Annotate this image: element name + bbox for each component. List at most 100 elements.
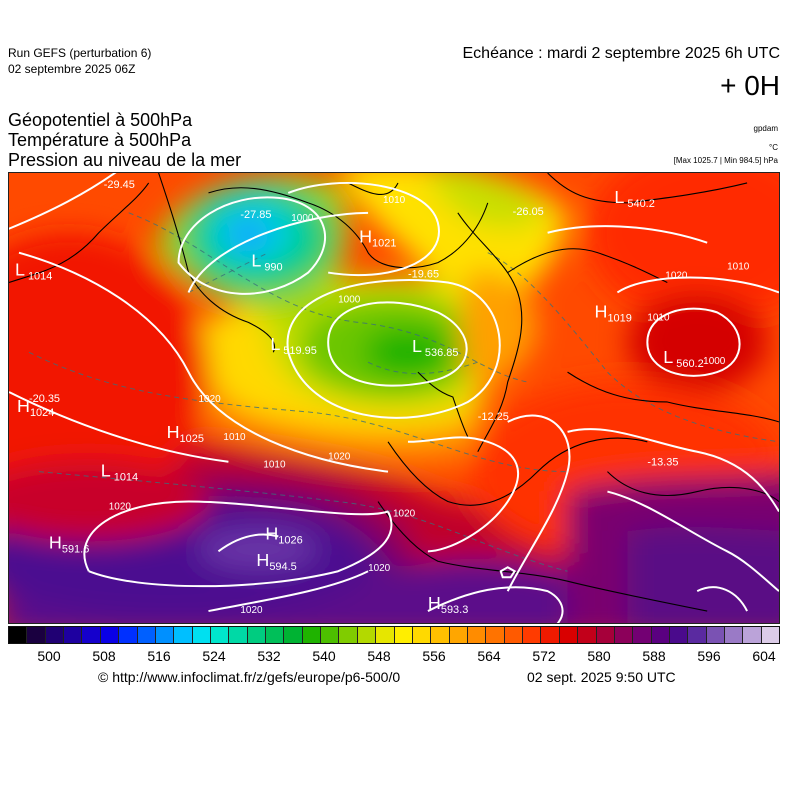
colorbar-ticks: 500 508 516 524 532 540 548 556 564 572 580 588 596 6… <box>8 648 780 668</box>
colorbar-swatch <box>247 627 267 643</box>
pressure-center-value: 519.95 <box>283 345 317 357</box>
colorbar-swatch <box>559 627 579 643</box>
colorbar-swatch <box>486 627 505 643</box>
temperature-label: -29.45 <box>104 179 135 191</box>
isobar-label: 1020 <box>393 508 416 519</box>
colorbar-swatch <box>394 627 413 643</box>
temperature-label: -12.25 <box>478 411 509 423</box>
colorbar-swatch <box>210 627 230 643</box>
colorbar-swatch <box>137 627 156 643</box>
colorbar-tick-label: 564 <box>477 648 501 664</box>
colorbar-tick-label: 540 <box>312 648 336 664</box>
colorbar-swatch <box>449 627 468 643</box>
colorbar-tick-label: 508 <box>92 648 116 664</box>
weather-map: 1000 1010 1000 1010 1020 1020 1010 1020 1020 1020… <box>8 172 780 624</box>
field-title-geopotential: Géopotentiel à 500hPa <box>8 110 193 130</box>
colorbar-tick-label: 548 <box>367 648 391 664</box>
isobar-label: 1020 <box>240 605 263 616</box>
pressure-center-high: H <box>594 301 607 321</box>
field-title-pressure: Pression au niveau de la mer <box>8 150 242 170</box>
colorbar-tick-label: 580 <box>587 648 611 664</box>
colorbar-tick-label: 572 <box>532 648 556 664</box>
pressure-center-value: 540.2 <box>627 198 654 210</box>
colorbar-swatch <box>669 627 689 643</box>
unit-temperature: °C <box>769 143 778 152</box>
isobar-label: 1020 <box>328 452 351 463</box>
pressure-center-value: 1026 <box>278 534 302 546</box>
colorbar-tick-label: 516 <box>147 648 171 664</box>
pressure-center-high: H <box>265 523 278 543</box>
colorbar-swatch <box>302 627 322 643</box>
pressure-center-value: 1021 <box>372 238 396 250</box>
field-title-temperature: Température à 500hPa <box>8 130 192 150</box>
colorbar-swatch <box>725 627 744 643</box>
isobar-label: 1000 <box>291 213 314 224</box>
pressure-center-low: L <box>663 347 673 367</box>
colorbar-swatch <box>412 627 432 643</box>
colorbar <box>8 626 780 644</box>
forecast-offset: + 0H <box>720 70 780 101</box>
colorbar-swatch <box>192 627 211 643</box>
colorbar-swatch <box>504 627 524 643</box>
run-title: Run GEFS (perturbation 6) <box>8 46 152 60</box>
colorbar-swatch <box>9 627 28 643</box>
isobar-label: 1010 <box>647 312 670 323</box>
temperature-label: -19.65 <box>408 269 439 281</box>
isobar-label: 1020 <box>665 271 688 282</box>
colorbar-swatch <box>266 627 285 643</box>
pressure-center-value: 1019 <box>607 312 631 324</box>
pressure-center-value: 1024 <box>30 407 54 419</box>
isobar-label: 1010 <box>383 195 406 206</box>
colorbar-swatch <box>174 627 193 643</box>
footer-timestamp: 02 sept. 2025 9:50 UTC <box>527 669 676 685</box>
isobar-label: 1010 <box>223 432 246 443</box>
colorbar-swatch <box>27 627 46 643</box>
pressure-center-low: L <box>614 187 624 207</box>
colorbar-swatch <box>321 627 340 643</box>
colorbar-swatch <box>431 627 450 643</box>
run-date: 02 septembre 2025 06Z <box>8 62 136 76</box>
temperature-label: -13.35 <box>647 457 678 469</box>
pressure-center-value: 990 <box>264 262 282 274</box>
forecast-valid-time: Echéance : mardi 2 septembre 2025 6h UTC <box>462 45 781 62</box>
pressure-center-value: 1014 <box>28 271 52 283</box>
isobar-label: 1020 <box>199 394 222 405</box>
isobar-label: 1010 <box>263 460 286 471</box>
isobar-label: 1000 <box>703 356 726 367</box>
colorbar-swatch <box>761 627 780 643</box>
colorbar-swatch <box>541 627 560 643</box>
pressure-center-low: L <box>270 334 280 354</box>
colorbar-swatch <box>284 627 303 643</box>
isobar-label: 1000 <box>338 294 361 305</box>
temperature-label: -26.05 <box>513 206 544 218</box>
colorbar-swatch <box>467 627 487 643</box>
colorbar-tick-label: 524 <box>202 648 226 664</box>
pressure-center-high: H <box>256 550 269 570</box>
pressure-center-high: H <box>49 532 62 552</box>
colorbar-swatch <box>596 627 615 643</box>
unit-geopotential: gpdam <box>753 124 778 133</box>
pressure-center-value: 560.2 <box>676 358 703 370</box>
colorbar-swatch <box>614 627 634 643</box>
colorbar-swatch <box>357 627 377 643</box>
colorbar-swatch <box>229 627 248 643</box>
footer-url[interactable]: © http://www.infoclimat.fr/z/gefs/europe… <box>98 669 401 685</box>
pressure-center-low: L <box>251 251 261 271</box>
pressure-center-value: 1014 <box>114 472 138 484</box>
pressure-center-low: L <box>101 461 111 481</box>
pressure-center-value: 594.5 <box>269 561 296 573</box>
colorbar-tick-label: 588 <box>642 648 666 664</box>
pressure-center-high: H <box>17 396 30 416</box>
pressure-center-high: H <box>428 593 441 613</box>
pressure-range: [Max 1025.7 | Min 984.5] hPa <box>673 156 778 165</box>
pressure-center-value: 593.3 <box>441 604 468 616</box>
colorbar-tick-label: 532 <box>257 648 281 664</box>
colorbar-tick-label: 596 <box>697 648 721 664</box>
colorbar-swatch <box>376 627 395 643</box>
colorbar-swatch <box>633 627 652 643</box>
pressure-center-high: H <box>359 227 372 247</box>
isobar-label: 1020 <box>109 502 132 513</box>
pressure-center-low: L <box>15 260 25 280</box>
colorbar-swatch <box>155 627 175 643</box>
colorbar-swatch <box>688 627 707 643</box>
